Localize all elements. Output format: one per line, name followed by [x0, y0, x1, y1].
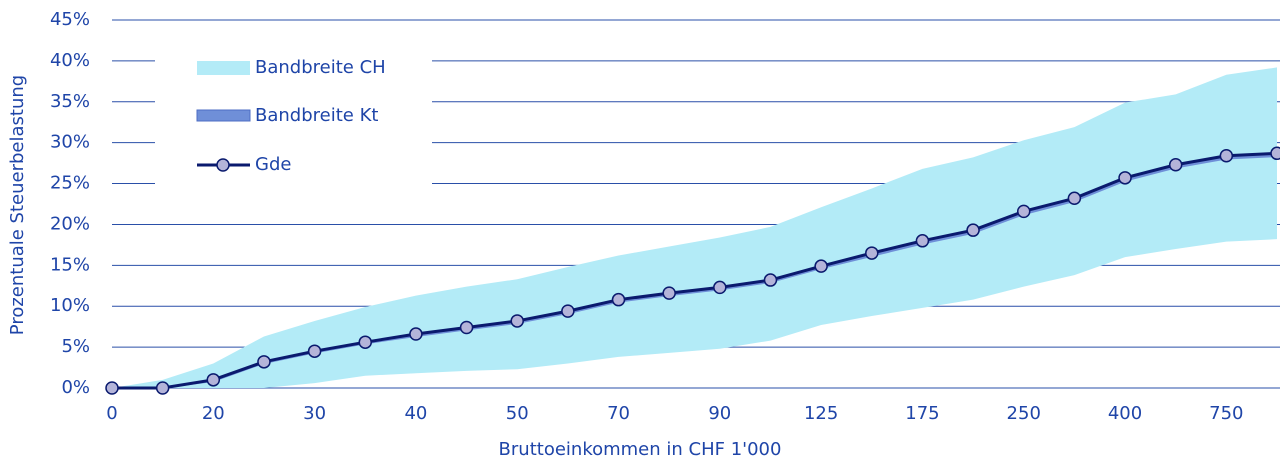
x-tick-label: 250 — [1007, 403, 1041, 424]
band-area — [112, 67, 1277, 388]
x-tick-label: 400 — [1108, 403, 1142, 424]
x-tick-label: 125 — [804, 403, 838, 424]
marker — [1219, 149, 1234, 163]
y-tick-label: 45% — [50, 9, 90, 30]
marker — [459, 320, 474, 335]
marker — [865, 246, 879, 260]
marker — [257, 355, 271, 369]
legend-swatch — [197, 61, 250, 75]
marker — [611, 292, 626, 307]
legend-label: Bandbreite Kt — [255, 105, 378, 126]
x-tick-label: 40 — [404, 403, 427, 424]
y-tick-label: 5% — [61, 336, 90, 357]
marker — [662, 286, 676, 300]
marker — [409, 327, 423, 341]
marker — [763, 273, 778, 287]
marker — [713, 280, 727, 295]
x-axis-label: Bruttoeinkommen in CHF 1'000 — [499, 439, 782, 460]
x-tick-label: 70 — [607, 403, 630, 424]
y-tick-label: 20% — [50, 213, 90, 234]
y-tick-label: 30% — [50, 132, 90, 153]
marker — [1168, 157, 1183, 172]
y-tick-label: 40% — [50, 50, 90, 71]
x-tick-label: 175 — [905, 403, 939, 424]
marker — [105, 381, 119, 395]
marker — [814, 259, 828, 273]
legend-label: Gde — [255, 154, 291, 175]
line — [112, 151, 1278, 390]
marker — [307, 344, 322, 358]
marker — [155, 381, 170, 395]
marker — [1016, 204, 1031, 219]
x-tick-label: 30 — [303, 403, 326, 424]
x-tick-label: 20 — [202, 403, 225, 424]
y-tick-label: 15% — [50, 254, 90, 275]
marker — [1118, 171, 1132, 185]
y-tick-label: 35% — [50, 91, 90, 112]
legend-swatch — [196, 109, 251, 122]
marker — [966, 223, 980, 237]
x-tick-label: 90 — [708, 403, 731, 424]
marker — [206, 373, 221, 387]
x-tick-label: 0 — [106, 403, 117, 424]
y-tick-label: 10% — [50, 295, 90, 316]
marker — [358, 335, 373, 349]
marker — [561, 304, 575, 318]
marker — [915, 234, 930, 248]
marker — [1270, 146, 1280, 161]
x-tick-label: 50 — [506, 403, 529, 424]
marker — [1067, 191, 1082, 206]
y-axis-label: Prozentuale Steuerbelastung — [7, 75, 28, 335]
x-tick-label: 750 — [1209, 403, 1243, 424]
marker — [510, 314, 524, 328]
legend-marker — [216, 158, 230, 172]
legend-label: Bandbreite CH — [255, 57, 386, 78]
y-tick-label: 25% — [50, 173, 90, 194]
y-tick-label: 0% — [61, 377, 90, 398]
